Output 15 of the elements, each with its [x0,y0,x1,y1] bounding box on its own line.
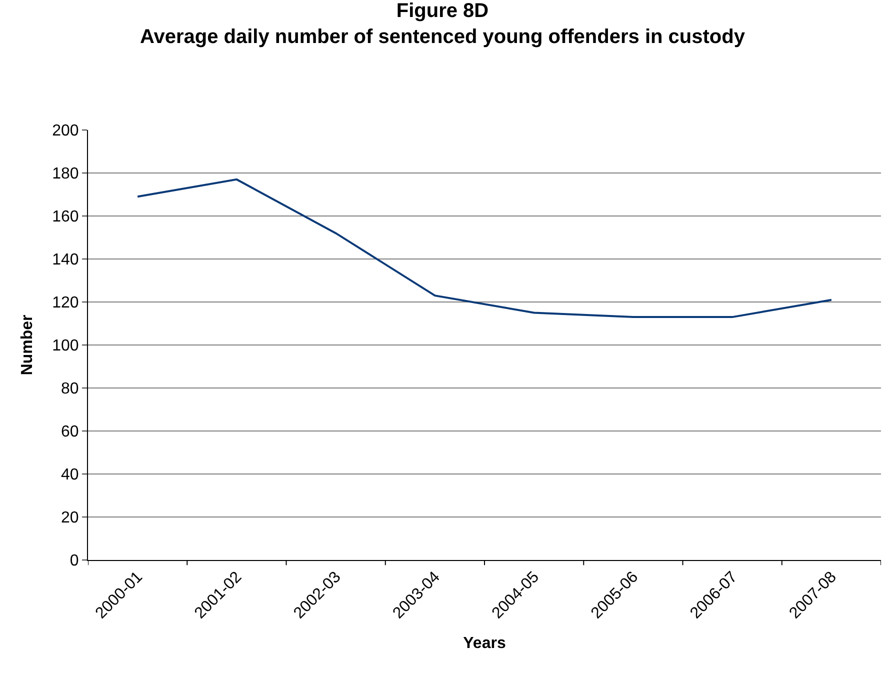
y-tick-label: 40 [61,466,79,484]
y-tick-label: 60 [61,424,79,441]
x-axis-title: Years [463,634,506,652]
chart-title: Figure 8D Average daily number of sentenced young offenders in custody [140,0,746,48]
y-axis-title: Number [18,314,36,376]
y-tick-label: 120 [52,294,79,312]
y-tick-label: 140 [52,252,79,269]
y-tick-label: 180 [52,166,79,183]
y-tick-label: 160 [52,208,79,226]
y-tick-label: 20 [61,510,79,527]
y-tick-label: 100 [52,338,79,355]
y-tick-label: 80 [61,380,79,398]
line-series [136,178,832,318]
y-tick-label: 0 [70,552,79,570]
y-tick-label: 200 [52,122,79,140]
